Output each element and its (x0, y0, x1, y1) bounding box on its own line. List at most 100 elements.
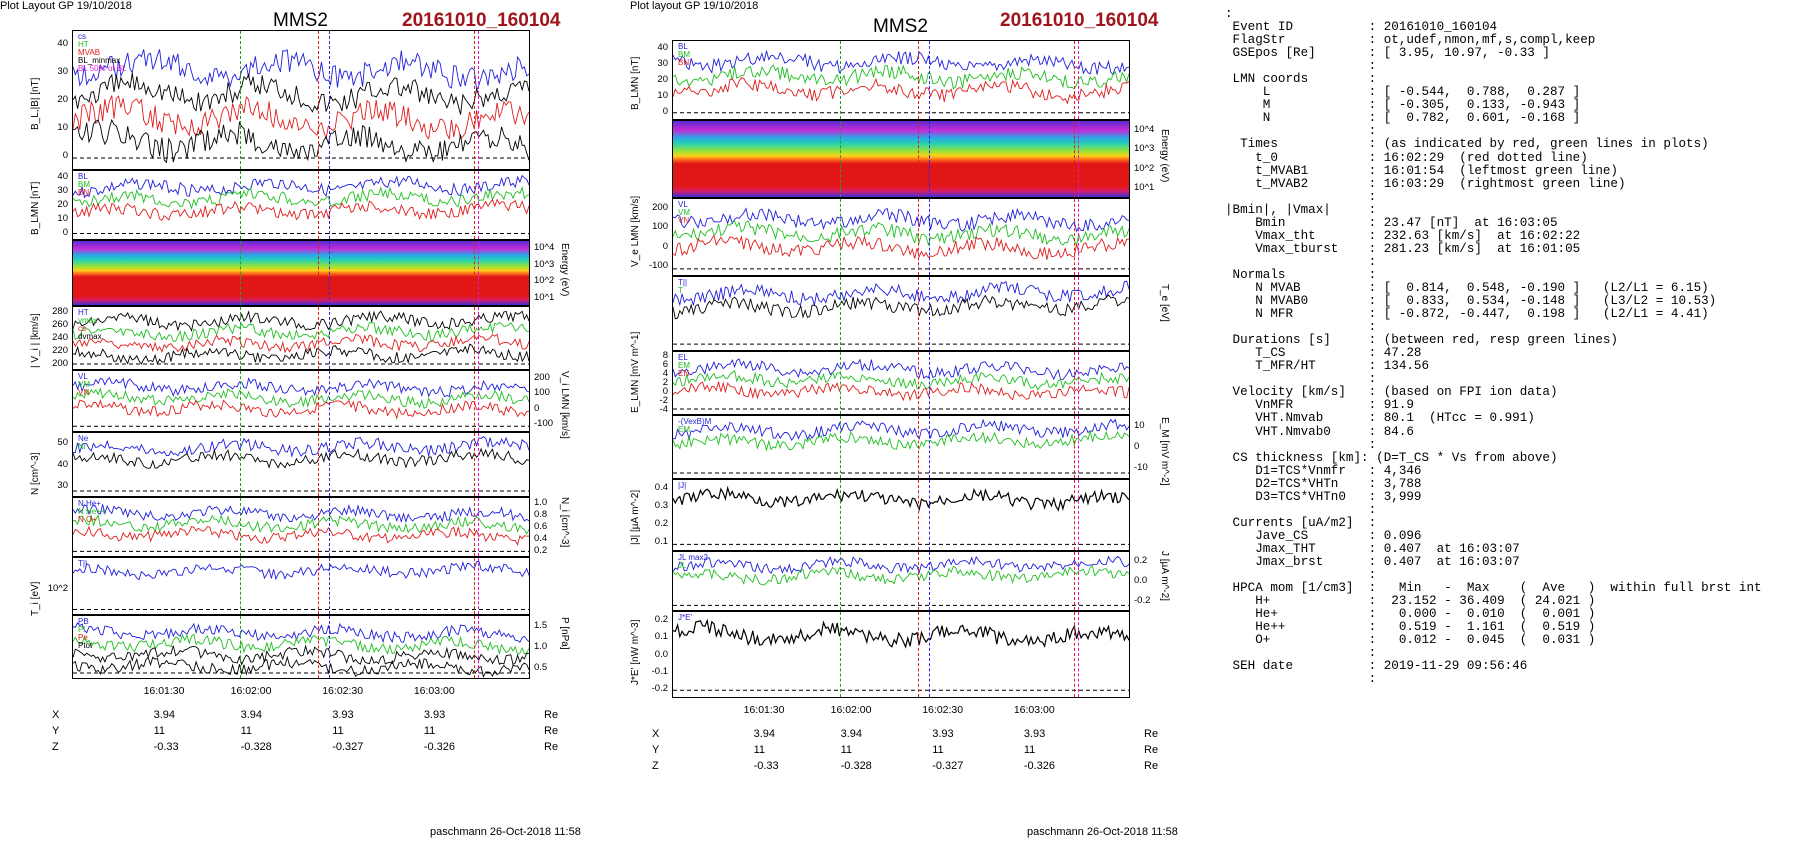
left-panel-8-series-2 (73, 644, 529, 666)
middle-panel-2-tick-0: 200 (652, 201, 668, 213)
left-panel-1-series-0 (73, 174, 529, 199)
info-line: Durations [s] : (between red, resp green… (1225, 333, 1618, 348)
info-line: N MFR : [ -0.872, -0.447, 0.198 ] (L2/L1… (1225, 307, 1709, 322)
info-line: Vmax_tburst : 281.23 [km/s] at 16:01:05 (1225, 241, 1581, 256)
left-panel-1-tick-3: 10 (57, 213, 68, 224)
middle-time-tick-2: 16:02:30 (922, 704, 964, 716)
middle-panel-8-event-line-3 (1073, 612, 1075, 697)
middle-panel-4-event-line-1 (918, 352, 920, 414)
left-panel-6-series-0 (73, 504, 529, 524)
info-line: HPCA mom [1/cm3] : Min - Max ( Ave ) wit… (1225, 581, 1762, 596)
left-panel-4-event-line-2 (329, 371, 331, 431)
info-line: M : [ -0.305, 0.133, -0.943 ] (1225, 98, 1581, 113)
left-panel-5-event-line-0 (240, 433, 242, 496)
middle-panel-0 (672, 40, 1130, 120)
info-line: VnMFR : 91.9 (1225, 398, 1414, 413)
left-coord-X-2: 3.93 (332, 709, 354, 721)
middle-panel-3-legend-0: T|| (678, 278, 688, 287)
left-panel-3-series-0 (73, 310, 529, 332)
left-panel-3-event-line-0 (240, 307, 242, 369)
middle-coord-X-2: 3.93 (932, 728, 954, 740)
middle-panel-3-event-line-1 (918, 277, 920, 350)
left-footer: paschmann 26-Oct-2018 11:58 (430, 826, 581, 838)
left-panel-3-legend-2: cs (78, 324, 86, 333)
info-line: Currents [uA/m2] : (1225, 515, 1377, 530)
left-panel-5-ylabel: N [cm^-3] (30, 452, 41, 495)
info-line: t_MVAB2 : 16:03:29 (rightmost green line… (1225, 176, 1626, 191)
left-panel-4-series-1 (73, 387, 529, 409)
left-layout-label: Plot Layout GP 19/10/2018 (0, 0, 132, 12)
info-line: : (1225, 59, 1377, 74)
left-panel-1-legend-0: BL (78, 172, 88, 181)
left-panel-5-legend-1: Ni (78, 442, 86, 451)
info-line: Bmin : 23.47 [nT] at 16:03:05 (1225, 215, 1558, 230)
middle-panel-6-event-line-1 (918, 480, 920, 550)
middle-panel-2-series-0 (673, 207, 1129, 233)
left-panel-6-series-1 (73, 514, 529, 535)
middle-panel-8-tick-1: 0.1 (654, 631, 668, 643)
left-panel-1-tick-1: 30 (57, 185, 68, 196)
left-panel-3-tick-0: 280 (52, 306, 68, 318)
left-panel-8-legend-2: Pe (78, 633, 88, 642)
left-panel-2-event-line-2 (329, 241, 331, 305)
left-time-tick-2: 16:02:30 (322, 685, 364, 697)
middle-panel-5-event-line-1 (918, 416, 920, 478)
left-panel-1-tick-4: 0 (62, 227, 68, 238)
middle-panel-0-series-2 (673, 77, 1129, 105)
left-panel-8-event-line-4 (478, 616, 480, 678)
left-time-tick-1: 16:02:00 (230, 685, 272, 697)
middle-panel-7-event-line-1 (918, 552, 920, 610)
middle-panel-6-event-line-0 (840, 480, 842, 550)
left-panel-7-series-0 (73, 560, 529, 581)
left-panel-0-series-1 (73, 72, 529, 115)
left-coord-label-Z: Z (52, 741, 59, 753)
middle-coord-unit-Z: Re (1144, 760, 1159, 772)
middle-panel-2-traces (673, 207, 1129, 270)
middle-time-tick-3: 16:03:00 (1013, 704, 1055, 716)
middle-panel-0-event-line-4 (1078, 41, 1080, 119)
left-panel-3-event-line-2 (329, 307, 331, 369)
middle-panel-7-event-line-0 (840, 552, 842, 610)
left-panel-8-tick-1: 1.0 (534, 641, 548, 652)
left-panel-4-series-0 (73, 377, 529, 398)
middle-panel-0-series-0 (673, 50, 1129, 76)
middle-panel-1-ylabel: Energy (eV) (1159, 129, 1170, 183)
left-panel-3-series-1 (73, 321, 529, 342)
left-panel-7-event-line-1 (318, 558, 320, 614)
middle-panel-8-event-line-0 (840, 612, 842, 697)
middle-panel-6-event-line-4 (1078, 480, 1080, 550)
middle-panel-7-tick-2: -0.2 (1134, 595, 1151, 606)
middle-panel-0-tick-1: 30 (657, 58, 668, 69)
middle-panel-0-ylabel: B_LMN [nT] (630, 56, 641, 110)
left-panel-0-event-line-2 (329, 31, 331, 169)
left-panel-6-event-line-4 (478, 498, 480, 556)
left-panel-4-event-line-1 (318, 371, 320, 431)
left-panel-4 (72, 370, 530, 432)
middle-panel-4 (672, 351, 1130, 415)
middle-panel-2-ylabel: V_e LMN [km/s] (630, 195, 641, 267)
middle-panel-2-event-line-0 (840, 199, 842, 275)
left-panel-6-ylabel: N_i [cm^-3] (559, 497, 570, 548)
left-panel-5-series-0 (73, 436, 529, 458)
info-line: CS thickness [km]: (D=T_CS * Vs from abo… (1225, 450, 1558, 465)
middle-panel-5-series-0 (673, 418, 1129, 441)
left-coord-unit-Y: Re (544, 725, 559, 737)
left-spacecraft-title: MMS2 (273, 10, 328, 31)
middle-panel-8-tick-2: 0.0 (654, 648, 668, 660)
left-panel-6-legend-2: N O+ (78, 515, 97, 524)
middle-panel-5-event-line-2 (929, 416, 931, 478)
middle-panel-5-event-line-0 (840, 416, 842, 478)
left-panel-5-tick-2: 30 (57, 480, 68, 492)
left-panel-5-tick-0: 50 (57, 436, 68, 448)
left-coord-Y-1: 11 (240, 725, 253, 737)
info-line: N : [ 0.782, 0.601, -0.168 ] (1225, 111, 1581, 126)
left-panel-6-tick-1: 0.8 (534, 509, 548, 520)
middle-panel-2 (672, 198, 1130, 276)
info-line: LMN coords : (1225, 72, 1377, 87)
middle-coord-Z-2: -0.327 (932, 760, 964, 772)
info-line: D3=TCS*VHTn0 : 3,999 (1225, 489, 1422, 504)
middle-panel-7-tick-1: 0.0 (1134, 575, 1148, 586)
left-panel-6-event-line-1 (318, 498, 320, 556)
middle-panel-6-legend-0: |J| (678, 481, 687, 490)
info-line: D1=TCS*Vnmfr : 4,346 (1225, 463, 1422, 478)
